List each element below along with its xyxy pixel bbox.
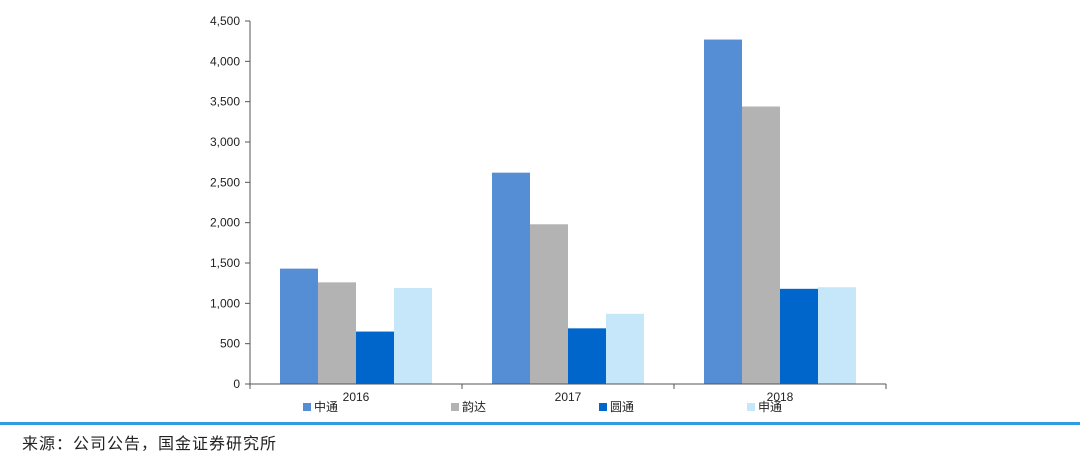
- legend-label: 申通: [758, 400, 782, 414]
- bar-2017-2: [568, 328, 606, 384]
- legend-swatch: [451, 403, 459, 411]
- y-tick-label: 4,000: [210, 54, 240, 68]
- y-tick-label: 1,000: [210, 296, 240, 310]
- bar-2016-2: [356, 331, 394, 384]
- legend-label: 圆通: [610, 400, 634, 414]
- y-tick-label: 2,500: [210, 175, 240, 189]
- bar-2018-2: [780, 288, 818, 384]
- bar-chart: 0 500 1,000 1,500 2,000 2,500 3,000 3,500 4,000 4…: [210, 14, 887, 414]
- legend: 中通 韵达 圆通 申通: [303, 399, 782, 414]
- bar-2016-0: [280, 268, 318, 384]
- legend-swatch: [747, 403, 755, 411]
- legend-swatch: [303, 403, 311, 411]
- footer-divider: [0, 422, 1080, 425]
- y-tick-label: 1,500: [210, 256, 240, 270]
- y-tick-label: 3,000: [210, 135, 240, 149]
- bar-2018-0: [704, 39, 742, 384]
- bar-2017-0: [492, 172, 530, 384]
- y-tick-label: 3,500: [210, 95, 240, 109]
- y-tick-label: 500: [220, 337, 240, 351]
- x-tick-label: 2016: [343, 390, 370, 404]
- bar-2018-3: [818, 287, 856, 384]
- legend-label: 中通: [314, 399, 338, 414]
- legend-label: 韵达: [462, 399, 486, 414]
- bar-2018-1: [742, 106, 780, 385]
- bar-2016-1: [318, 282, 356, 384]
- x-tick-label: 2017: [555, 390, 582, 404]
- x-axis: 2016 2017 2018: [249, 383, 887, 404]
- source-note: 来源：公司公告，国金证券研究所: [22, 434, 278, 453]
- y-tick-label: 2,000: [210, 216, 240, 230]
- legend-swatch: [599, 403, 607, 411]
- bar-2016-3: [394, 288, 432, 384]
- bar-2017-3: [606, 313, 644, 384]
- y-tick-label: 0: [233, 377, 240, 391]
- y-tick-label: 4,500: [210, 14, 240, 28]
- bars: [280, 39, 856, 385]
- y-axis: 0 500 1,000 1,500 2,000 2,500 3,000 3,500 4,000 4…: [210, 14, 251, 391]
- x-tick-label: 2018: [767, 390, 794, 404]
- bar-2017-1: [530, 224, 568, 384]
